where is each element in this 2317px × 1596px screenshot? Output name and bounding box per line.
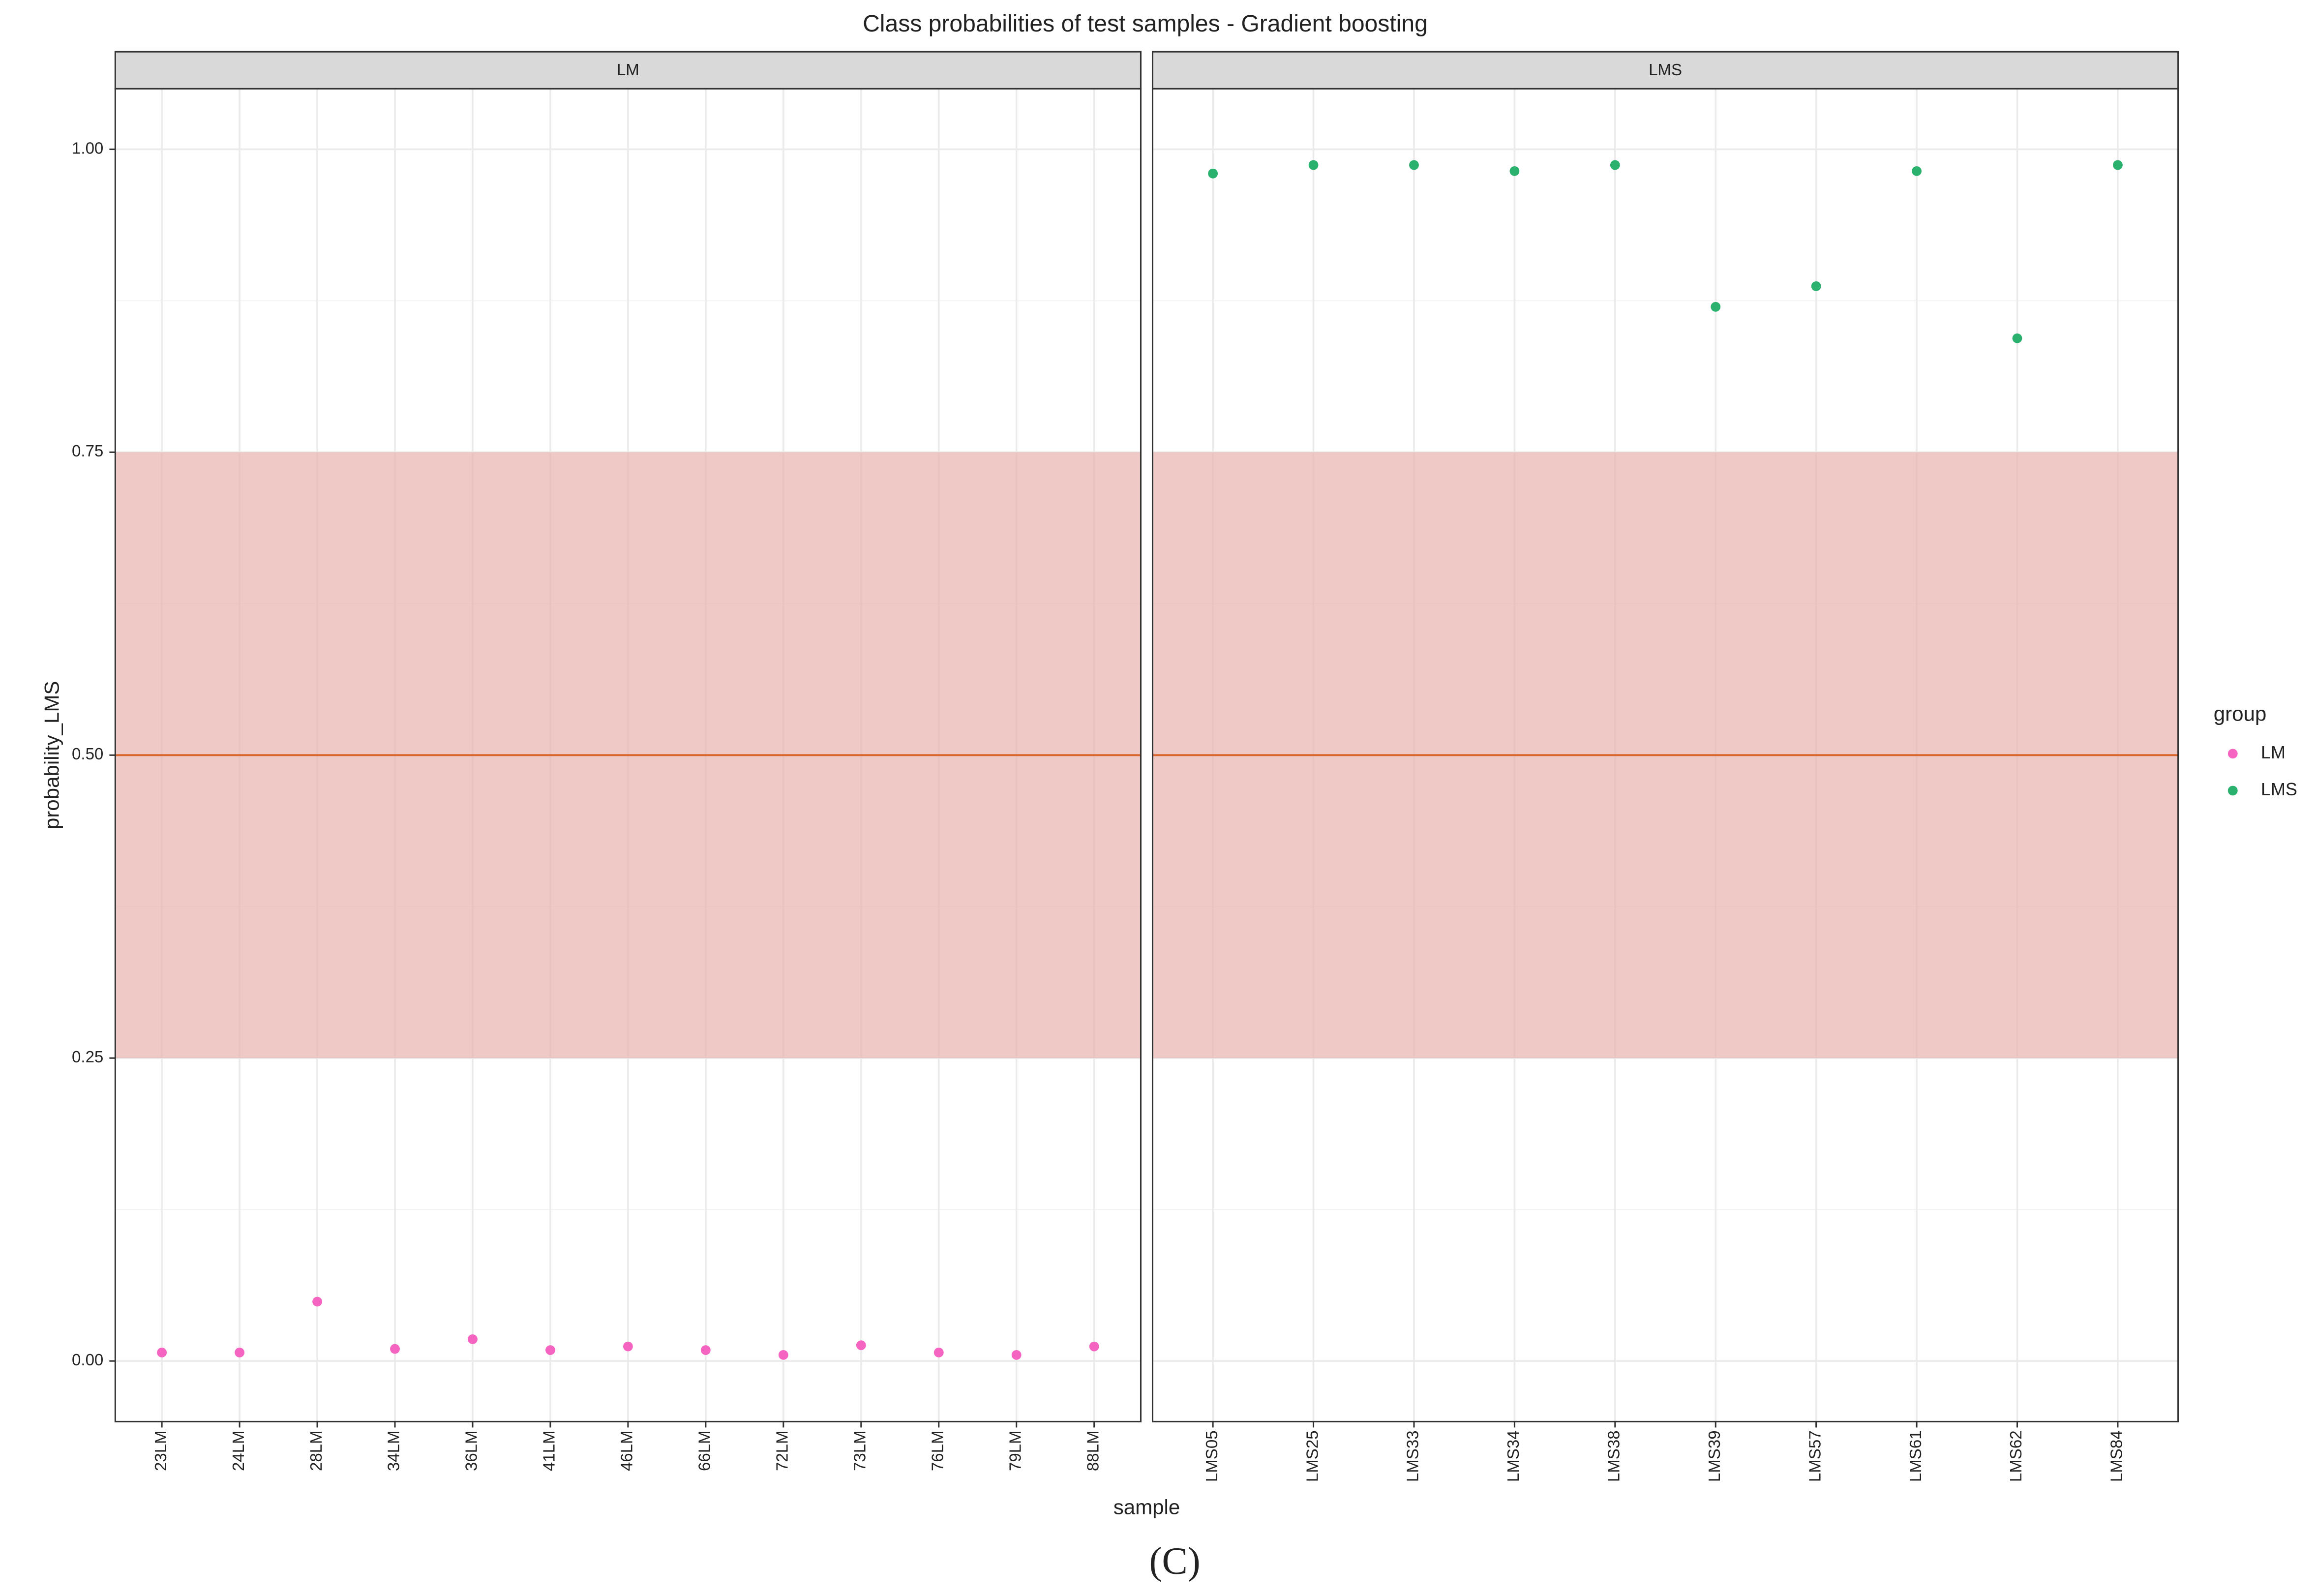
point [2012, 333, 2022, 343]
x-tick-label: LMS62 [2007, 1430, 2025, 1482]
point [468, 1334, 478, 1344]
x-tick-label: 28LM [307, 1430, 326, 1471]
y-tick-label: 0.25 [72, 1048, 103, 1066]
y-tick-label: 1.00 [72, 139, 103, 157]
x-tick-label: LMS39 [1706, 1430, 1724, 1482]
x-tick-label: 72LM [774, 1430, 792, 1471]
y-tick-label: 0.75 [72, 442, 103, 460]
point [1409, 160, 1419, 170]
x-tick-label: 66LM [696, 1430, 714, 1471]
x-tick-label: LMS33 [1404, 1430, 1422, 1482]
legend-marker [2227, 749, 2238, 759]
point [312, 1296, 322, 1307]
x-tick-label: 41LM [541, 1430, 559, 1471]
point [1509, 166, 1520, 176]
legend-title: group [2214, 702, 2267, 725]
x-tick-label: 24LM [230, 1430, 248, 1471]
point [1089, 1341, 1099, 1352]
point [2113, 160, 2123, 170]
y-tick-label: 0.50 [72, 745, 103, 763]
point [1011, 1350, 1022, 1360]
y-axis-label: probability_LMS [40, 681, 63, 830]
legend-label: LMS [2261, 779, 2297, 799]
x-tick-label: LMS25 [1303, 1430, 1322, 1482]
point [1308, 160, 1319, 170]
x-tick-label: 23LM [152, 1430, 170, 1471]
strip [114, 51, 1142, 90]
point [1610, 160, 1620, 170]
x-tick-label: LMS61 [1907, 1430, 1925, 1482]
x-tick-label: LMS05 [1203, 1430, 1221, 1482]
point [933, 1348, 944, 1357]
point [700, 1345, 711, 1355]
x-axis-label: sample [1113, 1496, 1180, 1519]
point [157, 1348, 167, 1357]
caption: (C) [1149, 1539, 1200, 1582]
point [856, 1340, 866, 1351]
x-tick-label: LMS84 [2108, 1430, 2126, 1482]
point [1711, 301, 1721, 312]
point [1811, 281, 1821, 291]
strip-label: LM [617, 61, 639, 79]
x-tick-label: 88LM [1084, 1430, 1102, 1471]
strip-label: LMS [1649, 61, 1682, 79]
point [235, 1348, 245, 1357]
strip [1151, 51, 2179, 90]
point [545, 1345, 555, 1355]
x-tick-label: LMS57 [1806, 1430, 1824, 1482]
legend-marker [2227, 785, 2238, 796]
chart-title: Class probabilities of test samples - Gr… [863, 10, 1428, 37]
x-tick-label: LMS38 [1605, 1430, 1624, 1482]
point [778, 1350, 788, 1360]
x-tick-label: 34LM [385, 1430, 403, 1471]
x-tick-label: 79LM [1006, 1430, 1024, 1471]
y-tick-label: 0.00 [72, 1351, 103, 1369]
point [390, 1344, 400, 1354]
point [623, 1341, 633, 1352]
point [1208, 168, 1218, 179]
legend-label: LM [2261, 742, 2286, 762]
x-tick-label: 36LM [463, 1430, 481, 1471]
x-tick-label: 73LM [851, 1430, 870, 1471]
x-tick-label: 46LM [618, 1430, 636, 1471]
x-tick-label: 76LM [929, 1430, 947, 1471]
x-tick-label: LMS34 [1505, 1430, 1523, 1482]
point [1912, 166, 1922, 176]
